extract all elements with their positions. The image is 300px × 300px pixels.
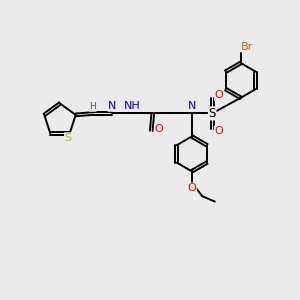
Text: H: H <box>89 102 96 111</box>
Text: N: N <box>188 100 196 111</box>
Text: O: O <box>214 126 223 136</box>
Text: O: O <box>188 183 196 193</box>
Text: O: O <box>214 90 223 100</box>
Text: O: O <box>154 124 163 134</box>
Text: S: S <box>64 133 72 143</box>
Text: NH: NH <box>123 100 140 111</box>
Text: S: S <box>208 107 216 120</box>
Text: N: N <box>108 101 116 111</box>
Text: Br: Br <box>241 41 253 52</box>
